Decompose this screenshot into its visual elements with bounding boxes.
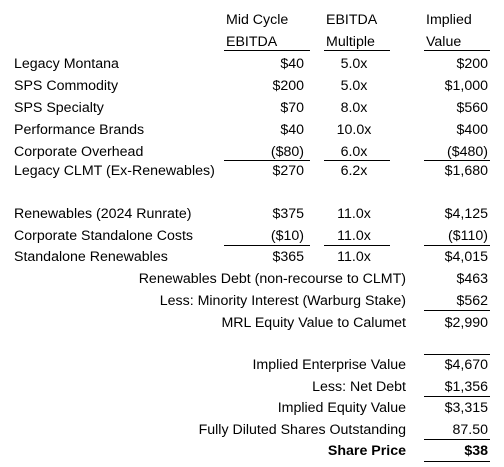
- header-underline-ebitda: [224, 50, 310, 51]
- header-ebitda-line1: Mid Cycle: [226, 12, 289, 28]
- row-multiple: 11.0x: [337, 206, 371, 222]
- header-value-line1: Implied: [426, 12, 472, 28]
- header-multiple-line2: Multiple: [326, 34, 375, 50]
- row-multiple: 6.0x: [340, 144, 368, 160]
- row-label-renewables: Renewables (2024 Runrate): [14, 206, 192, 222]
- header-multiple-line1: EBITDA: [326, 12, 378, 28]
- equity-label-shares-outstanding: Fully Diluted Shares Outstanding: [198, 422, 406, 438]
- subtotal-rule-multiple: [324, 160, 390, 161]
- equity-value: $3,315: [444, 400, 488, 416]
- row-multiple: 11.0x: [337, 249, 371, 265]
- row-ebitda: $375: [272, 206, 304, 222]
- header-underline-value: [424, 50, 490, 51]
- header-ebitda-line2: EBITDA: [226, 34, 278, 50]
- header-value-line2: Value: [426, 34, 462, 50]
- row-value: ($110): [448, 228, 488, 244]
- bridge-value: $562: [456, 293, 488, 309]
- share-price-rule: [424, 439, 490, 440]
- row-multiple: 5.0x: [340, 78, 368, 94]
- bridge-label-renewables-debt: Renewables Debt (non-recourse to CLMT): [138, 271, 406, 287]
- row-value: $1,680: [444, 163, 488, 179]
- header-underline-multiple: [324, 50, 390, 51]
- row-value: $200: [456, 56, 488, 72]
- row-multiple: 11.0x: [337, 228, 371, 244]
- share-price-value: $38: [464, 443, 488, 459]
- bridge-value: $2,990: [444, 315, 488, 331]
- equity-bridge-top-rule: [424, 354, 490, 355]
- row-ebitda: $270: [272, 163, 304, 179]
- bridge-rule: [424, 310, 490, 311]
- equity-value: $4,670: [444, 357, 488, 373]
- row-value: $4,125: [444, 206, 488, 222]
- row-value: ($480): [446, 144, 488, 160]
- row-multiple: 5.0x: [340, 56, 368, 72]
- share-price-underline: [424, 461, 490, 462]
- equity-label-enterprise-value: Implied Enterprise Value: [252, 357, 406, 373]
- subtotal-rule-value-2: [424, 245, 490, 246]
- row-label-performance-brands: Performance Brands: [14, 122, 145, 138]
- row-label-sps-specialty: SPS Specialty: [14, 100, 104, 116]
- row-multiple: 10.0x: [336, 122, 372, 138]
- row-label-standalone-renewables: Standalone Renewables: [14, 249, 168, 265]
- row-ebitda: ($80): [270, 144, 304, 160]
- row-label-standalone-costs: Corporate Standalone Costs: [14, 228, 194, 244]
- equity-rule: [424, 396, 490, 397]
- subtotal-rule-ebitda-2: [224, 245, 310, 246]
- bridge-label-mrl-equity: MRL Equity Value to Calumet: [221, 315, 406, 331]
- row-ebitda: $70: [280, 100, 304, 116]
- row-value: $1,000: [444, 78, 488, 94]
- row-value: $4,015: [444, 249, 488, 265]
- subtotal-rule-value: [424, 160, 490, 161]
- row-ebitda: $40: [280, 122, 304, 138]
- row-value: $560: [456, 100, 488, 116]
- row-ebitda: $200: [272, 78, 304, 94]
- row-ebitda: $365: [272, 249, 304, 265]
- row-multiple: 6.2x: [340, 163, 368, 179]
- row-label-legacy-clmt: Legacy CLMT (Ex-Renewables): [14, 163, 215, 179]
- row-ebitda: $40: [280, 56, 304, 72]
- equity-label-implied-equity: Implied Equity Value: [277, 400, 406, 416]
- subtotal-rule-multiple-2: [324, 245, 390, 246]
- row-label-legacy-montana: Legacy Montana: [14, 56, 119, 72]
- share-price-label: Share Price: [327, 443, 406, 459]
- row-label-corporate-overhead: Corporate Overhead: [14, 144, 144, 160]
- row-value: $400: [456, 122, 488, 138]
- row-label-sps-commodity: SPS Commodity: [14, 78, 119, 94]
- row-multiple: 8.0x: [340, 100, 368, 116]
- bridge-label-minority-interest: Less: Minority Interest (Warburg Stake): [159, 293, 406, 309]
- row-ebitda: ($10): [270, 228, 304, 244]
- equity-value: 87.50: [452, 422, 488, 438]
- subtotal-rule-ebitda: [224, 160, 310, 161]
- bridge-value: $463: [456, 271, 488, 287]
- equity-value: $1,356: [444, 379, 488, 395]
- equity-label-net-debt: Less: Net Debt: [312, 379, 406, 395]
